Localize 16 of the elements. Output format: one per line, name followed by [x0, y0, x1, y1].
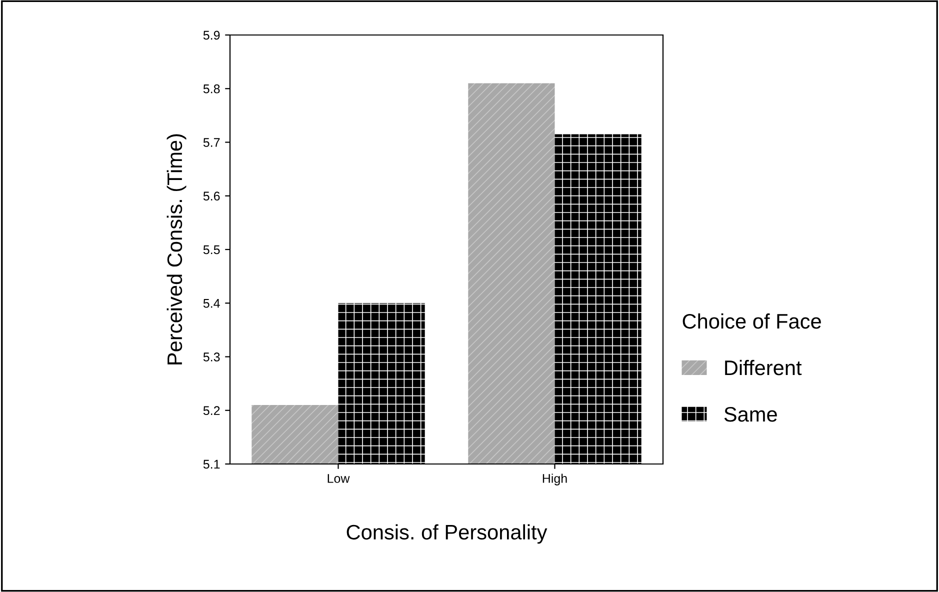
legend-label: Different: [725, 360, 802, 376]
y-tick-label: 5.6: [203, 192, 220, 201]
y-tick-label: 5.1: [203, 460, 220, 469]
x-tick-label: High: [542, 474, 567, 486]
y-tick-label: 5.5: [203, 245, 220, 254]
x-tick-label: Low: [328, 474, 350, 483]
y-tick-label: 5.8: [203, 84, 220, 94]
legend-title: Choice of Face: [682, 313, 821, 329]
y-tick-label: 5.3: [203, 352, 220, 362]
legend-label: Same: [724, 406, 777, 422]
y-tick-label: 5.7: [203, 138, 220, 147]
y-axis-title: Perceived Consis. (Time): [166, 134, 186, 364]
y-tick-label: 5.4: [203, 299, 220, 308]
y-tick-label: 5.9: [203, 30, 220, 40]
y-tick-label: 5.2: [203, 406, 220, 416]
x-axis-title: Consis. of Personality: [346, 524, 548, 544]
